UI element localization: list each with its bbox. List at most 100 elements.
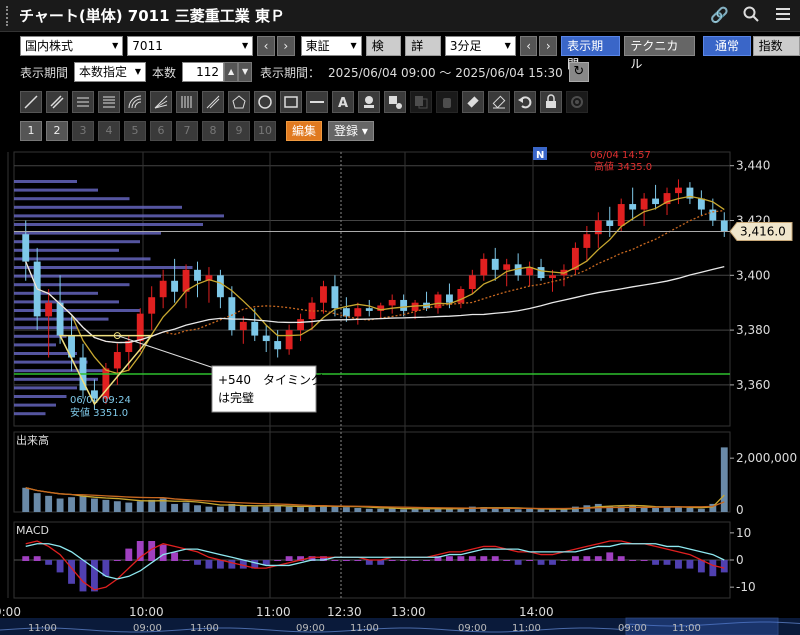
fib-retracement-tool-icon[interactable] xyxy=(98,91,120,113)
volume-profile-bar xyxy=(14,291,98,295)
count-down-button[interactable]: ▼ xyxy=(238,62,253,82)
volume-bar xyxy=(697,508,705,512)
volume-bar xyxy=(423,509,430,512)
high-label-time: 06/04 14:57 xyxy=(590,150,651,161)
macd-histogram-bar xyxy=(629,560,637,561)
volume-bar xyxy=(308,506,316,512)
text-tool-icon[interactable]: A xyxy=(332,91,354,113)
volume-profile-bar xyxy=(14,197,130,201)
fib-arc-tool-icon[interactable] xyxy=(124,91,146,113)
prev-code-button[interactable]: ‹ xyxy=(257,36,275,56)
overview-label: 09:00 xyxy=(133,623,162,634)
volume-profile-bar xyxy=(14,283,130,287)
volume-profile-bar xyxy=(14,240,140,244)
pentagon-tool-icon[interactable] xyxy=(228,91,250,113)
macd-histogram-bar xyxy=(297,556,304,561)
candle-body xyxy=(709,209,717,221)
tab-10: 10 xyxy=(254,121,276,141)
period-mode-select[interactable]: 本数指定 xyxy=(74,62,147,82)
detail-button[interactable]: 詳細 xyxy=(405,36,441,71)
normal-button[interactable]: 通常 xyxy=(703,36,751,56)
volume-bar xyxy=(675,507,682,512)
index-button[interactable]: 指数化 xyxy=(752,36,800,71)
period-button[interactable]: 表示期間 xyxy=(561,36,621,71)
stamp-tool-icon[interactable] xyxy=(384,91,406,113)
candle-body xyxy=(194,269,201,281)
code-select[interactable]: 7011 xyxy=(127,36,254,56)
volume-profile-bar xyxy=(14,223,203,226)
tab-2[interactable]: 2 xyxy=(46,121,68,141)
low-label-time: 06/04 09:24 xyxy=(70,395,131,406)
channel-tool-icon[interactable] xyxy=(46,91,68,113)
current-price-tag xyxy=(729,221,793,241)
prev-interval-button[interactable]: ‹ xyxy=(519,36,538,56)
drag-grip-icon[interactable] xyxy=(6,5,11,26)
volume-bar xyxy=(262,506,270,512)
current-price-label: 3,416.0 xyxy=(740,224,786,238)
macd-histogram-bar xyxy=(251,560,259,569)
macd-histogram-bar xyxy=(68,560,75,584)
rectangle-tool-icon[interactable] xyxy=(280,91,302,113)
volume-profile-bar xyxy=(14,300,119,304)
lock-tool-icon[interactable] xyxy=(540,91,562,113)
fan-tool-icon[interactable] xyxy=(150,91,172,113)
macd-histogram-bar xyxy=(365,560,373,565)
macd-histogram-bar xyxy=(457,556,465,561)
macd-histogram-bar xyxy=(526,560,534,561)
edit-button[interactable]: 編集 xyxy=(286,121,323,141)
tab-7: 7 xyxy=(176,121,198,141)
refresh-icon[interactable]: ↻ xyxy=(568,62,589,82)
candle-body xyxy=(434,294,442,309)
pitchfork-tool-icon[interactable] xyxy=(202,91,224,113)
icon-tool-icon[interactable] xyxy=(358,91,380,113)
volume-bar xyxy=(503,508,511,512)
volume-bar xyxy=(102,499,110,512)
time-tick-label: 10:00 xyxy=(129,605,164,619)
vertical-lines-tool-icon[interactable] xyxy=(176,91,198,113)
count-input[interactable]: 112 xyxy=(182,62,225,82)
news-marker xyxy=(533,147,547,160)
ma-mid-line xyxy=(25,209,725,344)
exchange-select[interactable]: 東証 xyxy=(300,36,362,56)
volume-bar xyxy=(56,498,64,512)
next-code-button[interactable]: › xyxy=(276,36,295,56)
macd-histogram-bar xyxy=(262,560,270,565)
candle-body xyxy=(239,321,247,331)
macd-histogram-bar xyxy=(33,556,41,561)
next-interval-button[interactable]: › xyxy=(539,36,558,56)
search-button[interactable]: 検索 xyxy=(365,36,402,71)
link-icon[interactable]: 🔗 xyxy=(710,6,729,24)
macd-signal-line xyxy=(25,543,725,580)
trendline-tool-icon[interactable] xyxy=(20,91,42,113)
note-leader-line xyxy=(117,335,215,369)
eraser-all-tool-icon[interactable] xyxy=(488,91,510,113)
tab-1[interactable]: 1 xyxy=(20,121,42,141)
note-box xyxy=(211,365,317,413)
volume-bar xyxy=(526,508,534,512)
volume-bar xyxy=(491,507,499,512)
candle-body xyxy=(45,302,53,317)
macd-histogram-bar xyxy=(148,541,156,561)
eraser-tool-icon[interactable] xyxy=(462,91,484,113)
candle-body xyxy=(594,220,602,235)
menu-icon[interactable] xyxy=(774,6,792,24)
undo-tool-icon[interactable] xyxy=(514,91,536,113)
candle-body xyxy=(113,352,121,369)
interval-select[interactable]: 3分足 xyxy=(444,36,516,56)
horizontal-lines-tool-icon[interactable] xyxy=(72,91,94,113)
technical-button[interactable]: テクニカル xyxy=(624,36,696,71)
price-tick-label: 3,360 xyxy=(736,378,770,392)
volume-profile-bar xyxy=(14,231,161,235)
volume-profile-bar xyxy=(14,188,98,192)
search-icon[interactable] xyxy=(742,6,760,24)
count-up-button[interactable]: ▲ xyxy=(224,62,239,82)
register-button[interactable]: 登録 ▾ xyxy=(328,121,374,141)
macd-histogram-bar xyxy=(468,556,476,561)
horizontal-line-tool-icon[interactable] xyxy=(306,91,328,113)
range-label: 表示期間： xyxy=(260,65,321,80)
candle-body xyxy=(308,302,316,320)
circle-tool-icon[interactable] xyxy=(254,91,276,113)
market-select[interactable]: 国内株式 xyxy=(20,36,124,56)
volume-bar xyxy=(468,506,476,512)
